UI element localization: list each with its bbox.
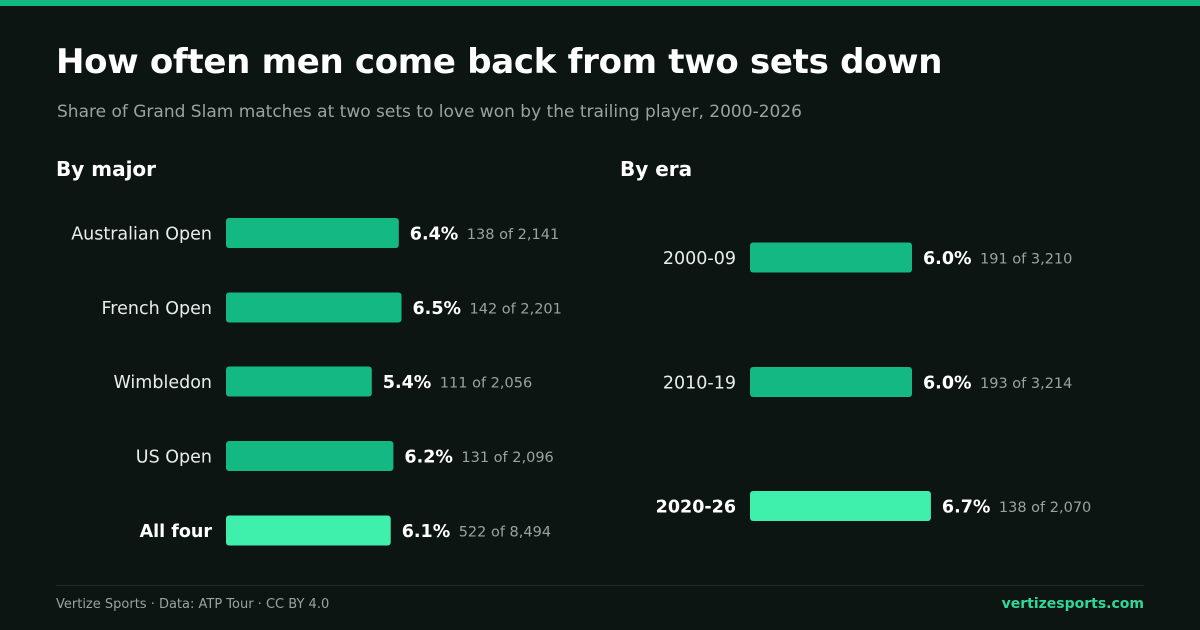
value-label: 6.4% bbox=[410, 225, 459, 245]
bar bbox=[226, 515, 391, 546]
count-label: 142 of 2,201 bbox=[470, 302, 562, 318]
top-accent-bar bbox=[0, 0, 1200, 6]
count-label: 138 of 2,070 bbox=[999, 500, 1091, 516]
footer-site-link[interactable]: vertizesports.com bbox=[1001, 596, 1144, 612]
count-label: 191 of 3,210 bbox=[980, 252, 1072, 268]
value-label: 6.2% bbox=[404, 448, 453, 468]
value-label: 6.7% bbox=[942, 498, 991, 518]
category-label: 2000-09 bbox=[663, 249, 736, 269]
value-label: 6.0% bbox=[923, 249, 972, 269]
by-era-bar-chart: 2000-09 6.0% 191 of 3,210 2010-19 6.0% 193 of… bbox=[656, 242, 1091, 521]
bar bbox=[226, 366, 372, 397]
category-label: French Open bbox=[102, 299, 212, 319]
bar bbox=[750, 242, 912, 273]
chart-title: How often men come back from two sets do… bbox=[56, 42, 943, 82]
value-label: 6.0% bbox=[923, 374, 972, 394]
category-label: 2020-26 bbox=[656, 498, 736, 518]
category-label: US Open bbox=[136, 448, 212, 468]
bar bbox=[226, 292, 402, 323]
value-label: 6.5% bbox=[413, 299, 462, 319]
value-label: 6.1% bbox=[402, 522, 451, 542]
category-label: 2010-19 bbox=[663, 374, 736, 394]
count-label: 111 of 2,056 bbox=[440, 376, 532, 392]
bar bbox=[226, 218, 399, 248]
category-label: Australian Open bbox=[71, 225, 212, 245]
bar bbox=[226, 441, 394, 471]
value-label: 5.4% bbox=[383, 373, 432, 393]
category-label: Wimbledon bbox=[114, 373, 212, 393]
by-major-bar-chart: Australian Open 6.4% 138 of 2,141 French Op… bbox=[71, 218, 562, 546]
count-label: 522 of 8,494 bbox=[459, 525, 551, 541]
count-label: 138 of 2,141 bbox=[467, 227, 559, 243]
footer-divider bbox=[56, 585, 1144, 586]
panel-heading-by-major: By major bbox=[56, 157, 157, 181]
footer-credit: Vertize Sports · Data: ATP Tour · CC BY … bbox=[56, 597, 330, 612]
count-label: 193 of 3,214 bbox=[980, 376, 1072, 392]
panel-heading-by-era: By era bbox=[620, 157, 693, 181]
chart-subtitle: Share of Grand Slam matches at two sets … bbox=[57, 102, 802, 122]
count-label: 131 of 2,096 bbox=[461, 450, 553, 466]
bar bbox=[750, 491, 931, 521]
bar bbox=[750, 367, 912, 397]
category-label: All four bbox=[140, 522, 213, 542]
